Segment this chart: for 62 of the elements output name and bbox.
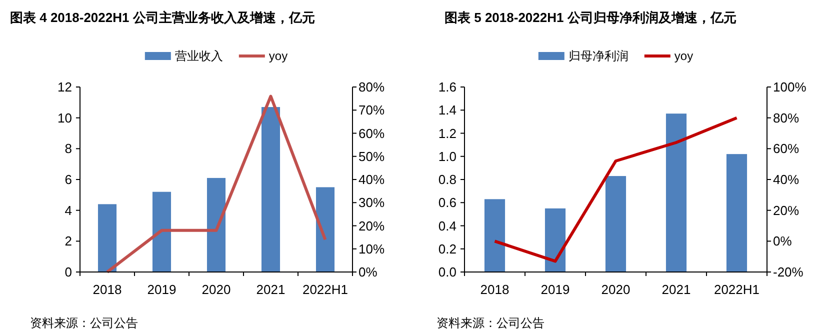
y2-tick-label: 10%	[358, 241, 385, 256]
bar	[484, 199, 506, 272]
text: 资料来源：公司公告	[436, 316, 544, 330]
y2-tick-label: 80%	[773, 110, 800, 126]
x-tick-label: 2020	[202, 282, 231, 297]
bar	[726, 154, 748, 272]
y-tick-label: 0.2	[438, 241, 456, 256]
y2-tick-label: 100%	[773, 80, 807, 94]
y-tick-label: 1.2	[438, 126, 456, 141]
bar	[666, 114, 687, 272]
y-tick-label: 1.0	[438, 148, 456, 164]
text: 资料来源：公司公告	[30, 316, 138, 330]
x-tick-label: 2018	[480, 282, 510, 297]
y-tick-label: 8	[64, 141, 72, 156]
y-tick-label: 0.0	[438, 264, 456, 280]
y-tick-label: 2	[64, 234, 72, 249]
line-series	[106, 94, 327, 274]
y-tick-label: 0.6	[438, 195, 456, 210]
x-tick-label: 2021	[256, 282, 286, 297]
y2-tick-label: 60%	[358, 126, 385, 141]
bar	[98, 204, 117, 272]
y-tick-label: 4	[64, 202, 72, 218]
y2-tick-label: 20%	[358, 218, 385, 234]
y-tick-label: 10	[58, 110, 72, 126]
bar	[261, 107, 280, 272]
legend-label: yoy	[268, 49, 288, 63]
chart-title: 图表 4 2018-2022H1 公司主营业务收入及增速，亿元	[10, 10, 315, 25]
bar	[316, 187, 335, 272]
y2-tick-label: 40%	[773, 172, 800, 187]
x-tick-label: 2018	[92, 282, 122, 297]
x-tick-label: 2021	[662, 282, 691, 297]
x-tick-label: 2019	[540, 282, 570, 297]
y2-tick-label: 20%	[773, 202, 800, 218]
y2-tick-label: 70%	[358, 102, 385, 118]
bar	[206, 178, 226, 272]
x-tick-label: 2020	[601, 282, 630, 297]
y2-tick-label: 0%	[358, 264, 378, 280]
y2-tick-label: 50%	[358, 148, 385, 164]
bar	[152, 192, 172, 272]
y2-tick-label: 40%	[358, 172, 385, 187]
y-tick-label: 0	[64, 264, 72, 280]
chart-title: 图表 5 2018-2022H1 公司归母净利润及增速，亿元	[444, 10, 736, 25]
legend-label: 营业收入	[174, 49, 223, 63]
y2-tick-label: -20%	[773, 264, 804, 280]
y-tick-label: 12	[58, 80, 72, 94]
y-tick-label: 0.4	[438, 218, 456, 234]
y2-tick-label: 0%	[773, 234, 792, 249]
line-series	[493, 116, 738, 263]
bar	[544, 208, 566, 272]
y2-tick-label: 30%	[358, 195, 385, 210]
y2-tick-label: 60%	[773, 141, 800, 156]
legend-label: 归母净利润	[568, 49, 628, 63]
y-tick-label: 0.8	[438, 172, 456, 187]
y-tick-label: 1.6	[438, 80, 456, 94]
x-tick-label: 2022H1	[302, 282, 348, 297]
x-tick-label: 2022H1	[714, 282, 760, 297]
y2-tick-label: 80%	[358, 80, 385, 94]
x-tick-label: 2019	[147, 282, 176, 297]
bar	[605, 176, 626, 272]
legend-label: yoy	[674, 49, 694, 63]
y-tick-label: 6	[64, 172, 72, 187]
y-tick-label: 1.4	[438, 102, 456, 118]
